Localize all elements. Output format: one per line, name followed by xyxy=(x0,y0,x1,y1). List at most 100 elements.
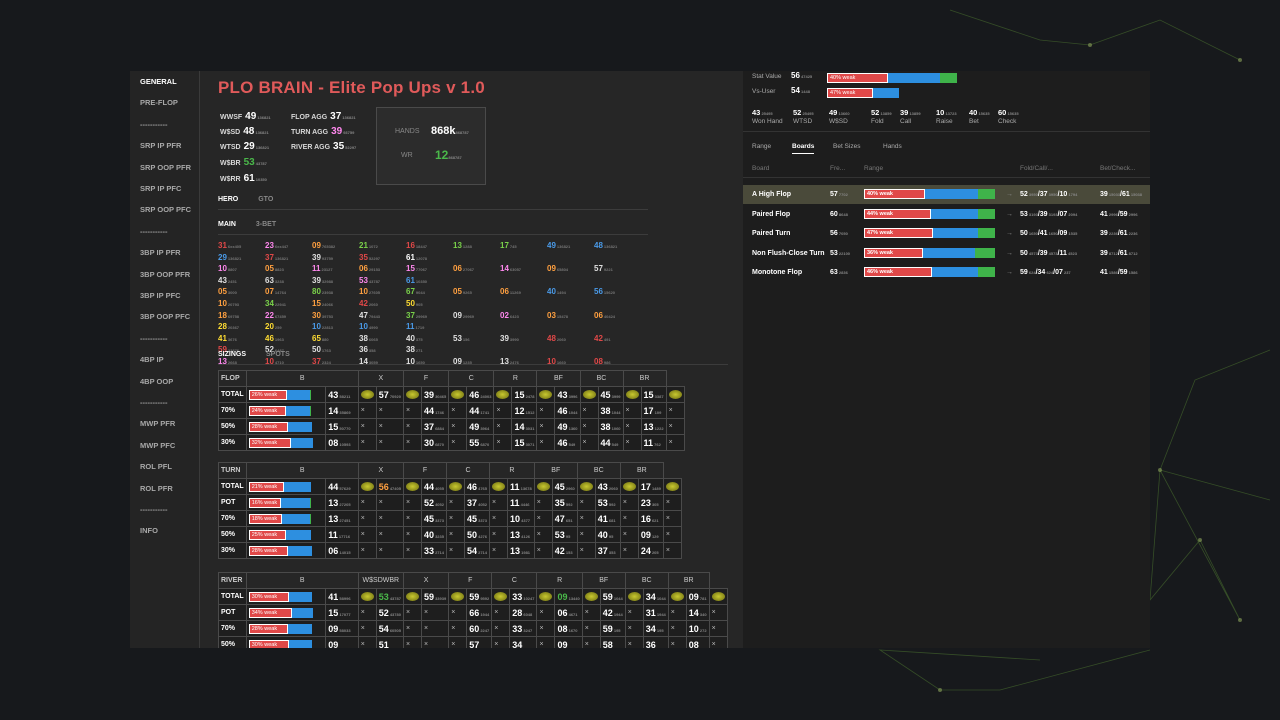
table-row[interactable]: 30% 32% weak 08 10593 × × × 30 6870 × 55 6870 × 15… xyxy=(218,434,685,451)
marker-cell[interactable]: × xyxy=(357,604,377,621)
marker-cell[interactable]: × xyxy=(489,526,508,543)
marker-cell[interactable]: × xyxy=(357,434,377,451)
marker-cell[interactable]: × xyxy=(536,636,556,648)
tab-sizings[interactable]: SIZINGS xyxy=(218,351,247,358)
marker-cell[interactable] xyxy=(624,588,644,605)
marker-cell[interactable]: × xyxy=(708,636,728,648)
marker-cell[interactable]: × xyxy=(491,604,511,621)
marker-cell[interactable]: × xyxy=(581,604,601,621)
table-row[interactable]: TOTAL 26% weak 43 58211 57 70920 39 30465 46 … xyxy=(218,386,685,403)
board-row[interactable]: Paired Turn 56 7050 47% weak → 50 1650/41 16… xyxy=(743,224,1150,243)
marker-cell[interactable]: × xyxy=(402,510,422,527)
marker-cell[interactable]: × xyxy=(622,402,642,419)
marker-cell[interactable]: × xyxy=(624,636,644,648)
marker-cell[interactable]: × xyxy=(619,494,639,511)
marker-cell[interactable]: × xyxy=(619,510,639,527)
table-row[interactable]: TOTAL 30% weak 41 58996 53 43787 59 33939 59 … xyxy=(218,588,728,605)
marker-cell[interactable]: × xyxy=(489,510,508,527)
marker-cell[interactable] xyxy=(357,478,377,495)
marker-cell[interactable]: × xyxy=(402,402,422,419)
sidebar-item[interactable]: 4BP OOP xyxy=(140,376,174,386)
marker-cell[interactable]: × xyxy=(445,494,465,511)
table-row[interactable]: POT 16% weak 13 27205 × × × 52 4052 × 37 4052 × 11… xyxy=(218,494,682,511)
marker-cell[interactable] xyxy=(448,588,468,605)
marker-cell[interactable] xyxy=(448,386,468,403)
marker-cell[interactable]: × xyxy=(491,620,511,637)
marker-cell[interactable]: × xyxy=(536,402,556,419)
marker-cell[interactable]: × xyxy=(448,434,468,451)
marker-cell[interactable] xyxy=(357,386,377,403)
sidebar-item[interactable]: INFO xyxy=(140,526,158,536)
marker-cell[interactable]: × xyxy=(448,620,468,637)
marker-cell[interactable] xyxy=(667,588,687,605)
marker-cell[interactable]: × xyxy=(357,418,377,435)
tab-gto[interactable]: GTO xyxy=(258,196,274,203)
marker-cell[interactable] xyxy=(402,588,422,605)
marker-cell[interactable] xyxy=(536,588,556,605)
marker-cell[interactable] xyxy=(445,478,465,495)
sidebar-item[interactable]: SRP IP PFR xyxy=(140,141,182,151)
marker-cell[interactable]: × xyxy=(402,620,422,637)
table-row[interactable]: TOTAL 21% weak 44 57629 56 47405 44 4055 46 4… xyxy=(218,478,682,495)
marker-cell[interactable] xyxy=(536,386,556,403)
marker-cell[interactable]: × xyxy=(357,526,377,543)
marker-cell[interactable]: × xyxy=(357,542,377,559)
marker-cell[interactable]: × xyxy=(708,604,728,621)
marker-cell[interactable]: × xyxy=(576,542,596,559)
marker-cell[interactable]: × xyxy=(536,604,556,621)
marker-cell[interactable] xyxy=(357,588,377,605)
table-row[interactable]: 70% 28% weak 09 58033 × 54 60505 × × × 60 2247 × 3… xyxy=(218,620,728,637)
marker-cell[interactable]: × xyxy=(402,434,422,451)
sidebar-item[interactable]: 3BP IP PFR xyxy=(140,248,181,258)
marker-cell[interactable]: × xyxy=(533,542,553,559)
table-row[interactable]: 70% 24% weak 14 35869 × × × 44 1746 × 44 1741 × 12… xyxy=(218,402,685,419)
marker-cell[interactable]: × xyxy=(357,636,377,648)
table-row[interactable]: 50% 30% weak 09 × 51 × × × 57 × 34 × 09 × 58 × 36 … xyxy=(218,636,728,648)
marker-cell[interactable]: × xyxy=(357,620,377,637)
board-row[interactable]: A High Flop 57 7702 40% weak → 52 3950/37 39… xyxy=(743,185,1150,204)
marker-cell[interactable]: × xyxy=(579,402,599,419)
table-row[interactable]: 70% 18% weak 13 27451 × × × 45 3373 × 45 3373 × 10… xyxy=(218,510,682,527)
board-row[interactable]: Paired Flop 60 8648 44% weak → 53 3193/39 31… xyxy=(743,205,1150,224)
tab-hands[interactable]: Hands xyxy=(883,143,902,150)
tab-range[interactable]: Range xyxy=(752,143,772,150)
marker-cell[interactable]: × xyxy=(489,542,508,559)
marker-cell[interactable] xyxy=(581,588,601,605)
marker-cell[interactable]: × xyxy=(448,636,468,648)
marker-cell[interactable] xyxy=(489,478,508,495)
marker-cell[interactable]: × xyxy=(622,434,642,451)
sidebar-item[interactable]: ROL PFR xyxy=(140,483,173,493)
table-row[interactable]: 50% 25% weak 11 17716 × × × 40 3235 × 50 4276 × 13… xyxy=(218,526,682,543)
sidebar-item[interactable]: PRE-FLOP xyxy=(140,98,178,108)
sidebar-item[interactable]: MWP PFC xyxy=(140,440,176,450)
marker-cell[interactable]: × xyxy=(536,434,556,451)
tab-main[interactable]: MAIN xyxy=(218,221,236,228)
marker-cell[interactable] xyxy=(662,478,682,495)
marker-cell[interactable]: × xyxy=(667,636,687,648)
table-row[interactable]: 30% 28% weak 06 14015 × × × 33 2714 × 54 2714 × 13… xyxy=(218,542,682,559)
marker-cell[interactable]: × xyxy=(581,620,601,637)
marker-cell[interactable]: × xyxy=(448,402,468,419)
marker-cell[interactable]: × xyxy=(489,494,508,511)
marker-cell[interactable]: × xyxy=(579,418,599,435)
sidebar-item[interactable]: GENERAL xyxy=(140,77,177,86)
marker-cell[interactable]: × xyxy=(533,494,553,511)
tab-bet-sizes[interactable]: Bet Sizes xyxy=(833,143,861,150)
marker-cell[interactable]: × xyxy=(402,526,422,543)
marker-cell[interactable]: × xyxy=(619,542,639,559)
marker-cell[interactable] xyxy=(665,386,685,403)
marker-cell[interactable]: × xyxy=(493,402,513,419)
marker-cell[interactable]: × xyxy=(357,402,377,419)
marker-cell[interactable]: × xyxy=(493,418,513,435)
tab-3bet[interactable]: 3-BET xyxy=(255,221,277,228)
marker-cell[interactable]: × xyxy=(581,636,601,648)
sidebar-item[interactable]: ROL PFL xyxy=(140,462,172,472)
marker-cell[interactable]: × xyxy=(667,604,687,621)
marker-cell[interactable]: × xyxy=(662,542,682,559)
marker-cell[interactable]: × xyxy=(448,604,468,621)
marker-cell[interactable]: × xyxy=(533,510,553,527)
marker-cell[interactable] xyxy=(402,386,422,403)
marker-cell[interactable]: × xyxy=(665,402,685,419)
marker-cell[interactable]: × xyxy=(536,620,556,637)
marker-cell[interactable]: × xyxy=(665,418,685,435)
